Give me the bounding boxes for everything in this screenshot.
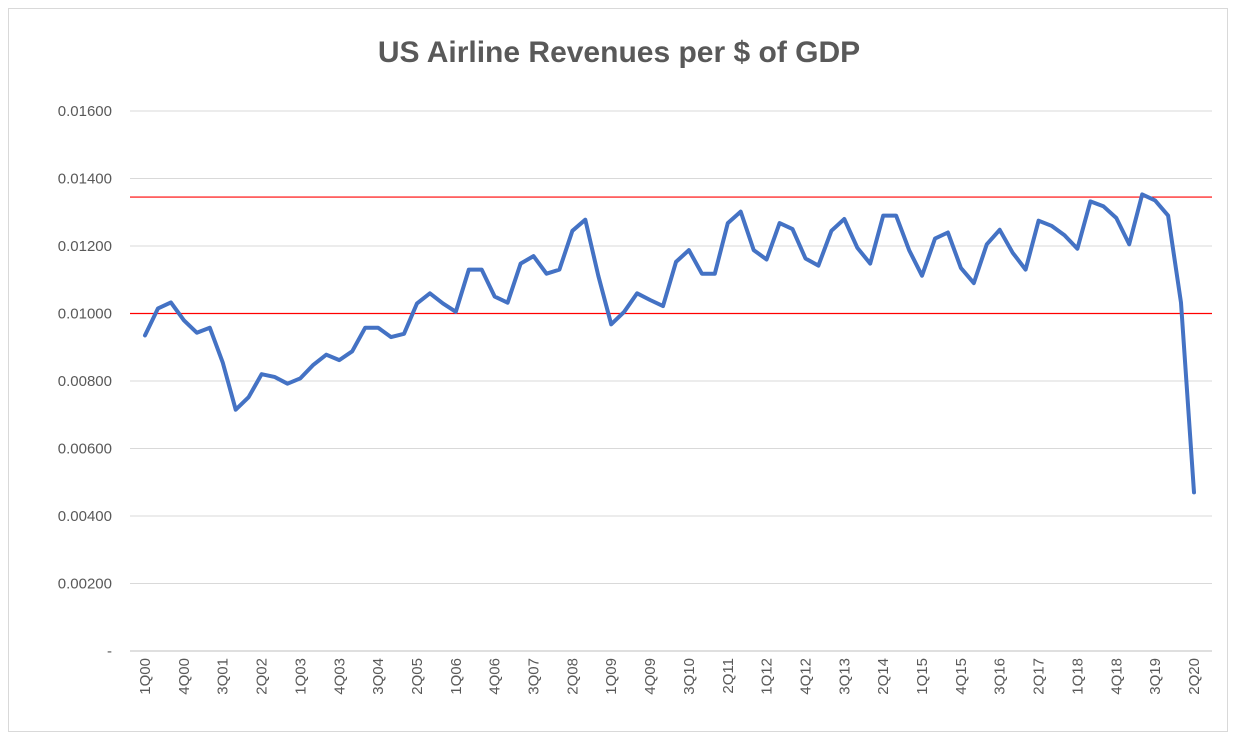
y-tick-label: 0.01600 bbox=[58, 103, 112, 120]
series-line bbox=[143, 192, 1196, 495]
x-tick-label: 1Q09 bbox=[603, 658, 620, 695]
y-tick-label: 0.00400 bbox=[58, 508, 112, 525]
y-tick-label: 0.00800 bbox=[58, 373, 112, 390]
x-tick-label: 1Q03 bbox=[292, 658, 309, 695]
x-tick-label: 1Q00 bbox=[137, 658, 154, 695]
reference-lines bbox=[130, 196, 1212, 315]
y-tick-label: 0.00600 bbox=[58, 441, 112, 458]
x-tick-label: 4Q03 bbox=[331, 658, 348, 695]
x-tick-label: 2Q20 bbox=[1186, 658, 1203, 695]
x-tick-label: 2Q05 bbox=[409, 658, 426, 695]
x-tick-label: 1Q06 bbox=[448, 658, 465, 695]
x-tick-label: 1Q15 bbox=[914, 658, 931, 695]
x-tick-label: 1Q12 bbox=[759, 658, 776, 695]
x-tick-label: 2Q02 bbox=[254, 658, 271, 695]
x-tick-label: 3Q04 bbox=[370, 658, 387, 695]
x-tick-label: 4Q15 bbox=[953, 658, 970, 695]
x-tick-label: 2Q08 bbox=[564, 658, 581, 695]
y-tick-label: - bbox=[107, 643, 112, 660]
series bbox=[143, 192, 1196, 495]
y-tick-label: 0.01400 bbox=[58, 171, 112, 188]
x-tick-label: 1Q18 bbox=[1069, 658, 1086, 695]
y-tick-label: 0.01200 bbox=[58, 238, 112, 255]
x-tick-labels: 1Q00 4Q00 3Q01 2Q02 1Q03 4Q03 3Q04 2Q05 1Q06 4Q06… bbox=[137, 658, 1203, 695]
x-tick-label: 3Q16 bbox=[992, 658, 1009, 695]
x-tick-label: 4Q12 bbox=[798, 658, 815, 695]
y-tick-label: 0.01000 bbox=[58, 306, 112, 323]
x-tick-label: 4Q09 bbox=[642, 658, 659, 695]
x-tick-label: 4Q18 bbox=[1108, 658, 1125, 695]
chart-title: US Airline Revenues per $ of GDP bbox=[377, 36, 861, 69]
y-tick-labels: - 0.00200 0.00400 0.00600 0.00800 0.01000 0.01… bbox=[58, 103, 112, 660]
x-tick-label: 3Q13 bbox=[836, 658, 853, 695]
y-tick-label: 0.00200 bbox=[58, 576, 112, 593]
x-tick-label: 4Q00 bbox=[176, 658, 193, 695]
x-tick-label: 2Q17 bbox=[1031, 658, 1048, 695]
x-tick-label: 3Q07 bbox=[526, 658, 543, 695]
x-tick-label: 4Q06 bbox=[487, 658, 504, 695]
x-tick-label: 3Q10 bbox=[681, 658, 698, 695]
x-tick-label: 2Q14 bbox=[875, 658, 892, 695]
chart-frame bbox=[8, 8, 1228, 732]
x-tick-label: 3Q19 bbox=[1147, 658, 1164, 695]
x-tick-label: 3Q01 bbox=[215, 658, 232, 695]
x-tick-label: 2Q11 bbox=[720, 658, 737, 694]
